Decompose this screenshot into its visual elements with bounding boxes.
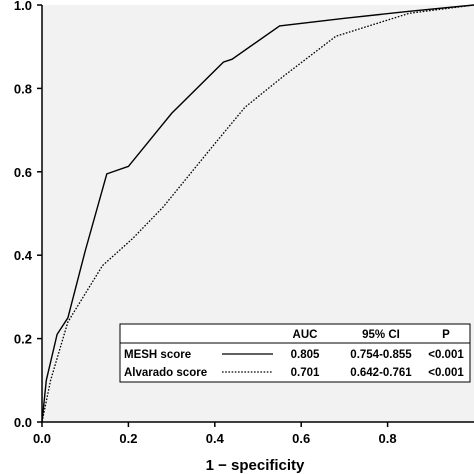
legend-box bbox=[119, 323, 471, 383]
legend: AUC 95% CI P MESH score 0.805 0.754-0.855 <0.0… bbox=[119, 323, 471, 383]
y-tick-label: 0.0 bbox=[14, 415, 32, 430]
legend-p-value: <0.001 bbox=[428, 367, 464, 379]
series-layer bbox=[41, 4, 474, 423]
legend-series-name: MESH score bbox=[124, 349, 191, 361]
legend-header: AUC bbox=[293, 329, 318, 341]
x-tick-label: 0.6 bbox=[292, 431, 310, 446]
series-line-mesh-score bbox=[41, 4, 474, 423]
y-tick-label: 0.4 bbox=[14, 248, 33, 263]
y-tick-label: 0.6 bbox=[14, 165, 32, 180]
x-tick-label: 0.8 bbox=[379, 431, 397, 446]
legend-auc-value: 0.805 bbox=[291, 349, 320, 361]
x-tick-label: 0.2 bbox=[119, 431, 137, 446]
legend-header: P bbox=[442, 329, 450, 341]
x-tick-label: 0.4 bbox=[206, 431, 225, 446]
series-line-alvarado-score bbox=[41, 4, 474, 423]
x-axis-ticks: 0.0 0.2 0.4 0.6 0.8 bbox=[33, 422, 397, 446]
legend-series-name: Alvarado score bbox=[124, 367, 207, 379]
legend-auc-value: 0.701 bbox=[291, 367, 320, 379]
y-tick-label: 0.8 bbox=[14, 81, 32, 96]
legend-ci-value: 0.754-0.855 bbox=[350, 349, 412, 361]
legend-ci-value: 0.642-0.761 bbox=[350, 367, 412, 379]
y-tick-label: 1.0 bbox=[14, 0, 32, 13]
x-axis-title: 1 − specificity bbox=[206, 457, 305, 474]
y-tick-label: 0.2 bbox=[14, 332, 32, 347]
legend-header: 95% CI bbox=[362, 329, 400, 341]
legend-p-value: <0.001 bbox=[428, 349, 464, 361]
x-tick-label: 0.0 bbox=[33, 431, 51, 446]
y-axis-ticks: 0.0 0.2 0.4 0.6 0.8 1.0 bbox=[14, 0, 42, 430]
